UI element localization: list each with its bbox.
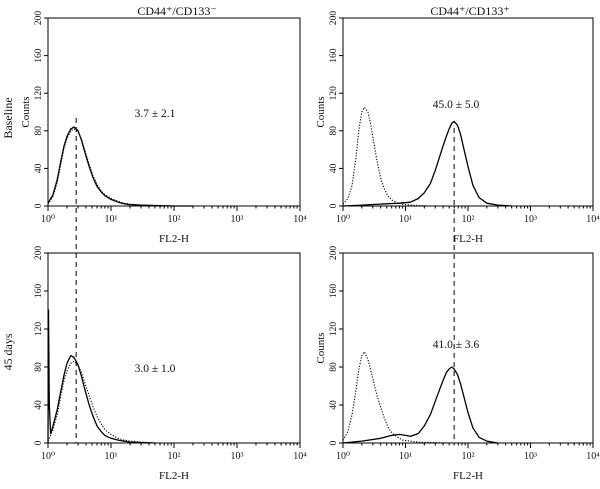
baseline-pos-panel: 0 40 80 120 160 200 10⁰ 10¹ 10² 10³ 10⁴ FL2-H Counts… <box>315 11 600 245</box>
day45-neg-y-tick-label: 120 <box>34 322 44 337</box>
baseline-neg-x-tick-label: 10⁰ <box>41 214 55 225</box>
day45-pos-histogram-solid <box>342 366 498 444</box>
baseline-neg-histogram-dotted <box>47 128 193 207</box>
day45-pos-y-tick-label: 80 <box>329 362 339 372</box>
baseline-neg-x-axis-title: FL2-H <box>159 233 189 245</box>
row-label-baseline: Baseline <box>1 97 15 138</box>
baseline-pos-x-tick-label: 10⁴ <box>586 214 600 225</box>
day45-pos-panel: 0 40 80 120 160 200 10⁰ 10¹ 10² 10³ 10⁴ FL2-H Counts… <box>315 246 600 482</box>
day45-pos-histogram-dotted <box>342 351 450 444</box>
baseline-pos-y-tick-label: 80 <box>329 126 339 136</box>
day45-neg-y-tick-label: 200 <box>34 246 44 261</box>
baseline-pos-y-tick-label: 200 <box>329 11 339 26</box>
baseline-neg-y-axis-title: Counts <box>20 96 32 127</box>
day45-neg-x-tick-label: 10⁴ <box>293 451 307 462</box>
baseline-pos-x-axis-title: FL2-H <box>453 233 483 245</box>
day45-pos-x-tick-label: 10⁰ <box>336 451 350 462</box>
day45-neg-x-tick-label: 10² <box>168 451 181 462</box>
day45-pos-x-tick-label: 10³ <box>524 451 537 462</box>
day45-pos-y-tick-label: 40 <box>329 400 339 410</box>
day45-neg-x-tick-label: 10¹ <box>105 451 118 462</box>
baseline-pos-y-tick-label: 120 <box>329 86 339 101</box>
column-title-cd133-positive: CD44⁺/CD133⁺ <box>430 4 509 18</box>
baseline-neg-panel: 0 40 80 120 160 200 10⁰ 10¹ 10² 10³ 10⁴ FL2-H Counts… <box>20 11 307 245</box>
baseline-pos-y-tick-label: 40 <box>329 163 339 173</box>
baseline-pos-y-tick-label: 0 <box>329 203 339 208</box>
day45-neg-x-tick-label: 10³ <box>231 451 244 462</box>
day45-neg-x-tick-label: 10⁰ <box>41 451 55 462</box>
day45-neg-y-tick-label: 0 <box>34 440 44 445</box>
day45-pos-y-tick-label: 200 <box>329 246 339 261</box>
day45-neg-y-tick-label: 160 <box>34 284 44 299</box>
baseline-pos-y-axis-title: Counts <box>315 96 327 127</box>
baseline-neg-y-tick-label: 40 <box>34 163 44 173</box>
column-title-cd133-negative: CD44⁺/CD133⁻ <box>137 4 216 18</box>
day45-neg-histogram-solid <box>47 309 156 444</box>
day45-neg-y-tick-label: 80 <box>34 362 44 372</box>
baseline-neg-y-tick-label: 0 <box>34 203 44 208</box>
day45-neg-x-axis-title: FL2-H <box>159 470 189 482</box>
day45-pos-x-tick-label: 10⁴ <box>586 451 600 462</box>
baseline-pos-x-tick-label: 10¹ <box>399 214 412 225</box>
day45-pos-x-tick-label: 10² <box>462 451 475 462</box>
baseline-pos-x-tick-label: 10⁰ <box>336 214 350 225</box>
day45-pos-y-tick-label: 0 <box>329 440 339 445</box>
baseline-neg-gate-percentage: 3.7 ± 2.1 <box>135 108 176 120</box>
baseline-pos-gate-percentage: 45.0 ± 5.0 <box>433 99 480 111</box>
baseline-neg-y-tick-label: 160 <box>34 48 44 63</box>
baseline-pos-x-tick-label: 10² <box>462 214 475 225</box>
day45-pos-gate-percentage: 41.0 ± 3.6 <box>433 339 480 351</box>
day45-pos-x-tick-label: 10¹ <box>399 451 412 462</box>
baseline-neg-histogram-solid <box>47 126 193 207</box>
day45-neg-y-tick-label: 40 <box>34 400 44 410</box>
baseline-pos-histogram-solid <box>342 120 512 207</box>
day45-pos-y-axis-title: Counts <box>315 332 327 363</box>
panels-layer: 0 40 80 120 160 200 10⁰ 10¹ 10² 10³ 10⁴ FL2-H Counts… <box>20 11 600 482</box>
baseline-pos-plot-frame <box>342 17 594 207</box>
row-label-45-days: 45 days <box>1 333 15 370</box>
baseline-neg-y-tick-label: 200 <box>34 11 44 26</box>
baseline-neg-x-tick-label: 10¹ <box>105 214 118 225</box>
baseline-neg-x-tick-label: 10⁴ <box>293 214 307 225</box>
baseline-neg-x-tick-label: 10³ <box>231 214 244 225</box>
day45-pos-y-tick-label: 120 <box>329 322 339 337</box>
baseline-neg-x-tick-label: 10² <box>168 214 181 225</box>
day45-pos-y-tick-label: 160 <box>329 284 339 299</box>
baseline-pos-x-tick-label: 10³ <box>524 214 537 225</box>
day45-neg-histogram-dotted <box>47 360 156 444</box>
day45-neg-panel: 0 40 80 120 160 200 10⁰ 10¹ 10² 10³ 10⁴ FL2-H 3.0 ± … <box>34 246 307 482</box>
day45-neg-plot-frame <box>47 252 301 444</box>
baseline-neg-y-tick-label: 80 <box>34 126 44 136</box>
labels-layer: CD44⁺/CD133⁻ CD44⁺/CD133⁺ Baseline 45 da… <box>1 4 510 371</box>
day45-pos-x-axis-title: FL2-H <box>453 470 483 482</box>
baseline-pos-y-tick-label: 160 <box>329 48 339 63</box>
baseline-neg-y-tick-label: 120 <box>34 86 44 101</box>
baseline-pos-histogram-dotted <box>342 106 468 207</box>
day45-neg-gate-percentage: 3.0 ± 1.0 <box>135 363 176 375</box>
